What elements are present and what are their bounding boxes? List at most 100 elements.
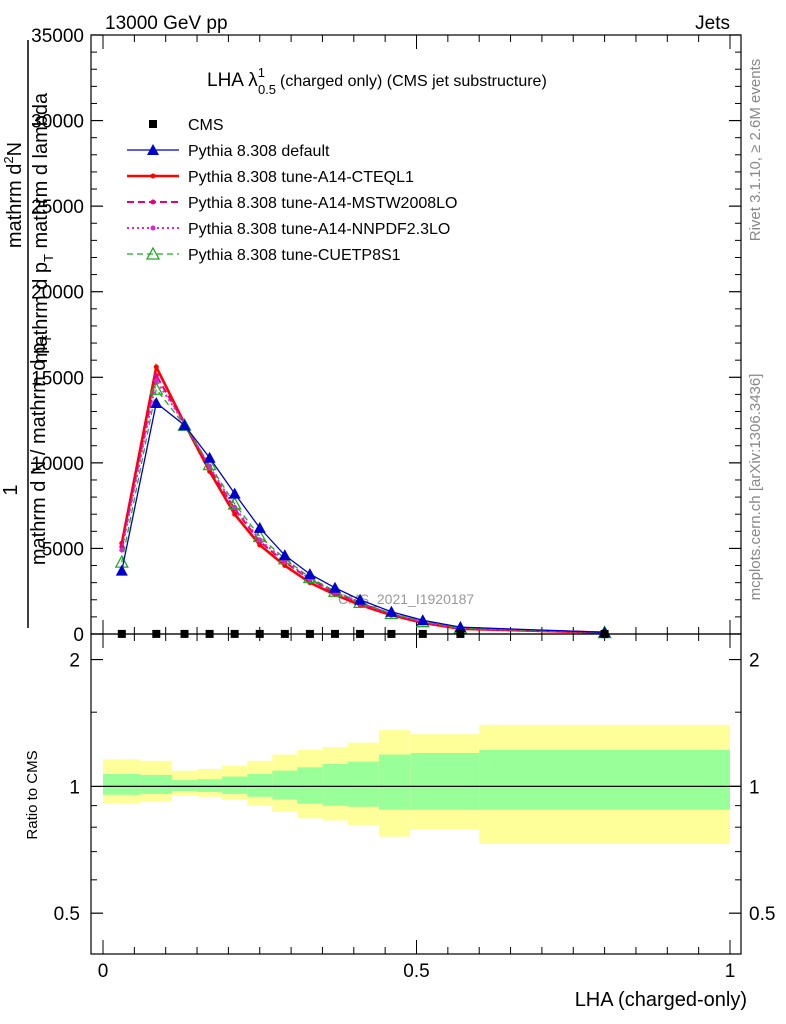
data-point — [253, 521, 266, 533]
legend-entry: Pythia 8.308 tune-A14-NNPDF2.3LO — [127, 221, 450, 238]
ratio-ytick-label: 0.5 — [54, 904, 80, 925]
legend-entry: Pythia 8.308 tune-CUETP8S1 — [127, 246, 401, 264]
main-ytick-label: 30000 — [31, 112, 84, 133]
mcplots-label: mcplots.cern.ch [arXiv:1306.3436] — [747, 374, 764, 601]
series-pythia-8-308-default — [115, 396, 611, 638]
title-main: LHA λ — [207, 70, 258, 91]
series-layer — [114, 363, 612, 639]
data-point — [149, 381, 164, 395]
legend-entry: Pythia 8.308 tune-A14-MSTW2008LO — [127, 195, 457, 212]
title-sub: 0.5 — [258, 82, 276, 97]
legend-label: Pythia 8.308 tune-A14-CTEQL1 — [188, 169, 414, 186]
ylabel-num-n: N — [4, 142, 26, 156]
svg-text:mathrm d pT mathrm d lambda: mathrm d pT mathrm d lambda — [30, 92, 56, 363]
ratio-band-inner — [479, 749, 730, 810]
data-point — [278, 549, 291, 561]
svg-text:mathrm d N / mathrm d pT: mathrm d N / mathrm d pT — [28, 335, 54, 565]
ylabel-one: 1 — [0, 484, 22, 495]
data-point — [232, 511, 238, 517]
watermark: CMS_2021_I1920187 — [338, 591, 474, 607]
ratio-ylabel: Ratio to CMS — [24, 750, 41, 839]
data-point — [252, 529, 267, 543]
legend-entry: Pythia 8.308 tune-A14-CTEQL1 — [127, 169, 414, 186]
legend-label: Pythia 8.308 tune-A14-MSTW2008LO — [188, 195, 457, 212]
legend-label: Pythia 8.308 tune-CUETP8S1 — [188, 247, 401, 264]
main-ytick-label: 25000 — [31, 197, 84, 218]
data-point — [119, 544, 125, 550]
title-sup: 1 — [258, 65, 265, 80]
ylabel-den2: mathrm d N / mathrm d p — [28, 343, 50, 565]
main-y-ticks: 0 5000 10000 15000 20000 25000 30000 35000 — [31, 26, 741, 646]
data-point — [153, 373, 159, 379]
header-right: Jets — [695, 13, 730, 34]
data-point — [416, 614, 429, 626]
ylabel-num-sup: 2 — [1, 156, 16, 163]
chart-title: LHA λ1 0.5 (charged only) (CMS jet substru… — [207, 65, 547, 97]
data-point — [119, 547, 125, 553]
series-line — [120, 378, 605, 634]
ratio-ytick-label-right: 0.5 — [749, 904, 775, 925]
ratio-ytick-label: 1 — [69, 777, 80, 798]
ratio-xtick-label: 0.5 — [403, 961, 429, 982]
legend-swatch-marker — [147, 144, 159, 155]
series-line — [121, 401, 605, 633]
ratio-band-inner — [297, 767, 323, 804]
data-point — [227, 496, 242, 510]
main-ytick-label: 20000 — [31, 283, 84, 304]
main-ytick-label: 5000 — [42, 539, 84, 560]
legend-swatch-marker — [149, 120, 157, 128]
main-x-ticks — [102, 35, 731, 634]
data-point — [203, 451, 216, 463]
ratio-bands — [103, 724, 730, 844]
series-line — [121, 387, 605, 634]
x-axis-label: LHA (charged-only) — [575, 989, 747, 1011]
ylabel-den2-sub: T — [39, 335, 54, 343]
main-ytick-label: 15000 — [31, 368, 84, 389]
ratio-band-inner — [410, 753, 480, 810]
legend-label: Pythia 8.308 tune-A14-NNPDF2.3LO — [188, 221, 450, 238]
legend-swatch-marker — [150, 199, 156, 205]
main-ytick-label: 10000 — [31, 454, 84, 475]
ratio-band-inner — [272, 770, 298, 800]
ylabel-num-d: mathrm d — [4, 164, 26, 248]
header-left: 13000 GeV pp — [105, 13, 228, 34]
ratio-band-inner — [347, 761, 379, 807]
data-point — [328, 581, 341, 593]
main-ylabel: 1 mathrm d2N mathrm d pT mathrm d lambda… — [0, 40, 56, 628]
data-point — [153, 364, 159, 370]
data-point — [178, 419, 191, 431]
legend-label: Pythia 8.308 default — [188, 143, 330, 160]
ratio-ytick-label: 2 — [69, 651, 80, 672]
title-rest: (charged only) (CMS jet substructure) — [280, 73, 547, 90]
svg-text:mathrm d2N: mathrm d2N — [1, 142, 26, 248]
data-point — [115, 564, 128, 576]
ratio-xtick-label: 0 — [98, 961, 109, 982]
ratio-ytick-label-right: 1 — [749, 777, 760, 798]
data-point — [257, 542, 263, 548]
legend-entry: CMS — [149, 117, 224, 134]
ratio-ytick-label-right: 2 — [749, 651, 760, 672]
ratio-band-inner — [140, 774, 172, 794]
ratio-band-inner — [103, 773, 141, 795]
data-point — [228, 487, 241, 499]
data-point — [385, 605, 398, 617]
legend-swatch-marker — [145, 246, 161, 260]
ratio-band-inner — [197, 779, 223, 792]
ratio-band-inner — [222, 776, 248, 794]
data-point — [303, 568, 316, 580]
main-ytick-label: 0 — [73, 625, 84, 646]
data-point — [153, 378, 159, 384]
main-ytick-label: 35000 — [31, 26, 84, 47]
legend-swatch-marker — [150, 225, 156, 231]
ratio-band-inner — [378, 754, 411, 810]
legend-entry: Pythia 8.308 default — [127, 143, 330, 160]
legend-label: CMS — [188, 117, 224, 134]
data-point — [454, 621, 467, 633]
ratio-band-inner — [322, 764, 348, 806]
ratio-band-inner — [247, 773, 273, 797]
legend: CMS Pythia 8.308 default Pythia 8.308 tune… — [127, 117, 457, 264]
data-point — [202, 457, 217, 471]
legend-swatch-marker — [150, 173, 156, 179]
ratio-x-ticks: 0 0.5 1 — [98, 634, 735, 982]
